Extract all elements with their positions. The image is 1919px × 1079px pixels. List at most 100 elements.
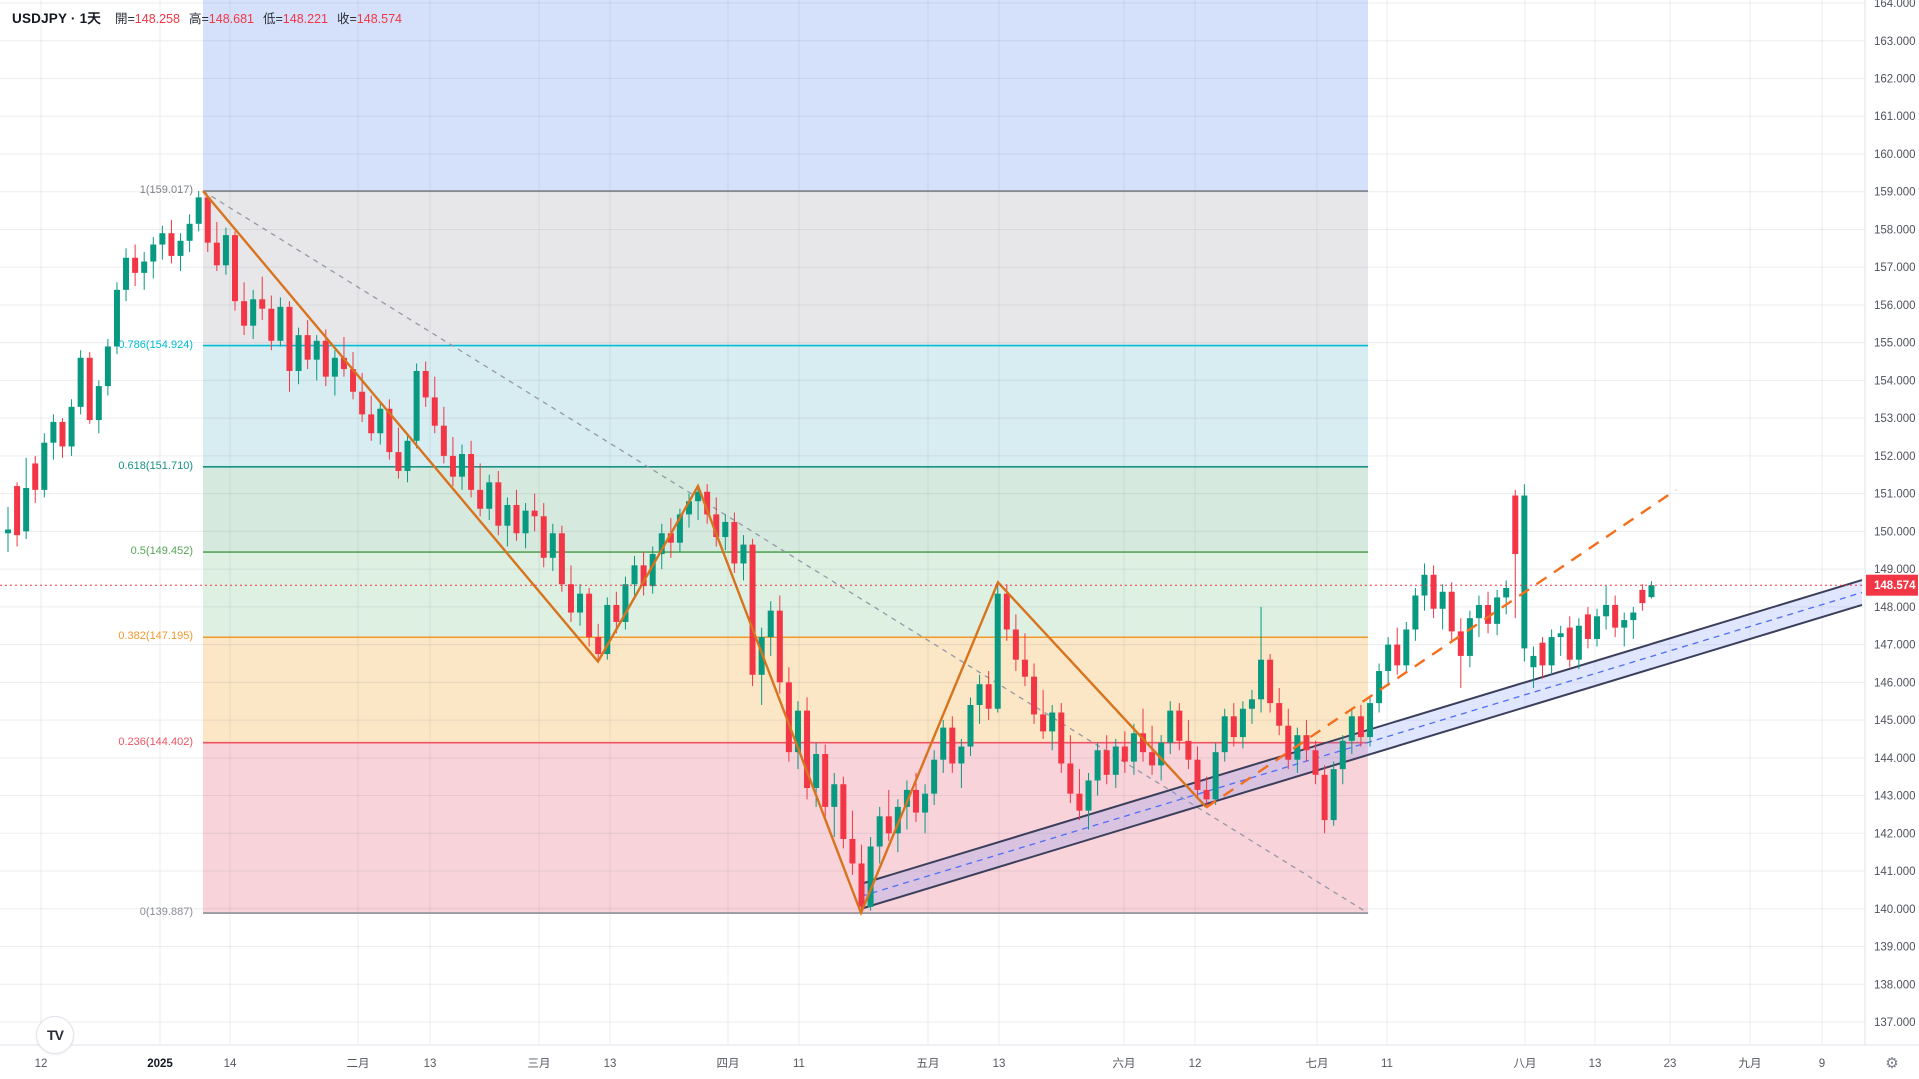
time-tick-label: 9	[1819, 1058, 1825, 1070]
candle	[640, 552, 647, 596]
price-tick-label: 145.000	[1874, 715, 1916, 727]
candle	[377, 401, 384, 445]
candle	[1248, 689, 1255, 724]
candle	[549, 523, 556, 572]
candle	[794, 701, 801, 770]
symbol-title[interactable]: USDJPY · 1天	[12, 11, 101, 26]
time-tick-label: 13	[424, 1058, 437, 1070]
candle	[867, 837, 874, 911]
candle	[940, 720, 947, 773]
candle	[840, 776, 847, 849]
candle	[994, 582, 1001, 713]
candle	[1203, 776, 1210, 807]
candle	[1058, 703, 1065, 773]
candle	[286, 301, 293, 392]
candle	[141, 252, 148, 290]
candle	[1031, 663, 1038, 724]
fib-diagonal-trendline[interactable]	[202, 190, 1369, 914]
gear-icon[interactable]: ⚙	[1885, 1055, 1899, 1072]
price-tick-label: 160.000	[1874, 149, 1916, 161]
candle	[295, 327, 302, 385]
candle	[1521, 484, 1528, 662]
candle	[1367, 697, 1373, 747]
candle	[831, 772, 838, 838]
candle	[1557, 625, 1564, 656]
last-price-label: 148.574	[1866, 574, 1918, 596]
channel-lower-line[interactable]	[860, 604, 1863, 910]
price-tick-label: 143.000	[1874, 791, 1916, 803]
candle	[277, 297, 284, 347]
candle	[232, 231, 238, 311]
candle	[1221, 708, 1228, 762]
candle	[195, 190, 202, 232]
fib-level-label: 0.618(151.710)	[118, 459, 193, 472]
price-tick-label: 144.000	[1874, 753, 1916, 765]
candle	[159, 225, 166, 260]
zigzag-trendline[interactable]	[202, 190, 1207, 917]
tradingview-logo[interactable]: TV	[36, 1016, 74, 1054]
price-axis[interactable]: 164.000 163.000 162.000 161.000 160.000 159.0…	[1864, 0, 1919, 1079]
time-tick-label: 13	[1589, 1058, 1602, 1070]
candle	[1094, 742, 1101, 796]
candle	[622, 576, 629, 630]
candle	[1412, 587, 1419, 641]
price-tick-label: 142.000	[1874, 828, 1916, 840]
candle	[468, 440, 475, 498]
candle	[776, 595, 783, 694]
rising-dashed-trendline[interactable]	[1205, 488, 1677, 809]
candle	[1067, 735, 1074, 804]
candle	[949, 716, 956, 773]
candle	[23, 457, 30, 539]
price-tick-label: 164.000	[1874, 0, 1916, 10]
channel-mid-line[interactable]	[860, 591, 1863, 897]
candle	[350, 352, 357, 400]
candle	[168, 220, 175, 264]
candle	[386, 399, 393, 460]
candle	[1639, 584, 1646, 611]
candle	[1348, 708, 1355, 755]
time-tick-label: 13	[993, 1058, 1006, 1070]
candle	[113, 282, 120, 355]
candle	[1112, 738, 1119, 789]
price-tick-label: 154.000	[1874, 375, 1916, 387]
candle	[976, 674, 983, 724]
candle	[1539, 637, 1546, 679]
candle	[522, 503, 529, 549]
candle	[785, 667, 792, 762]
fib-level-label: 0(139.887)	[139, 906, 193, 919]
price-tick-label: 137.000	[1874, 1017, 1916, 1029]
candle	[1040, 689, 1047, 739]
ohlc-low: 低=148.221	[262, 11, 328, 26]
time-tick-label: 14	[224, 1058, 237, 1070]
candle	[1130, 723, 1137, 775]
candle	[132, 244, 139, 287]
time-axis[interactable]: 12 2025 14 二月 13 三月 13 四月 11 五月 13 六月 12 七月 11 八月 13 23 九月…	[0, 1044, 1919, 1079]
symbol-legend[interactable]: USDJPY · 1天 開=148.258 高=148.681 低=148.22…	[12, 7, 402, 27]
candle	[95, 380, 102, 434]
candle	[1394, 627, 1401, 675]
price-tick-label: 159.000	[1874, 187, 1916, 199]
fib-retracement-lines[interactable]	[203, 190, 1368, 914]
candle	[1385, 637, 1392, 687]
ohlc-high: 高=148.681	[188, 11, 254, 26]
fib-band	[203, 345, 1368, 467]
candle	[704, 484, 711, 524]
svg-text:148.574: 148.574	[1874, 580, 1916, 592]
grid-layer	[0, 0, 1865, 1045]
candle	[613, 591, 620, 634]
candle	[1621, 612, 1628, 647]
price-tick-label: 157.000	[1874, 262, 1916, 274]
price-tick-label: 152.000	[1874, 451, 1916, 463]
candle	[1612, 595, 1619, 638]
candle	[931, 750, 938, 805]
candle	[531, 493, 538, 532]
candle	[1594, 608, 1600, 647]
candle	[449, 437, 456, 487]
candle	[540, 503, 547, 568]
candle	[1548, 629, 1555, 675]
time-tick-label: 11	[793, 1058, 805, 1070]
candle	[304, 320, 311, 370]
ohlc-close: 收=148.574	[336, 11, 402, 26]
